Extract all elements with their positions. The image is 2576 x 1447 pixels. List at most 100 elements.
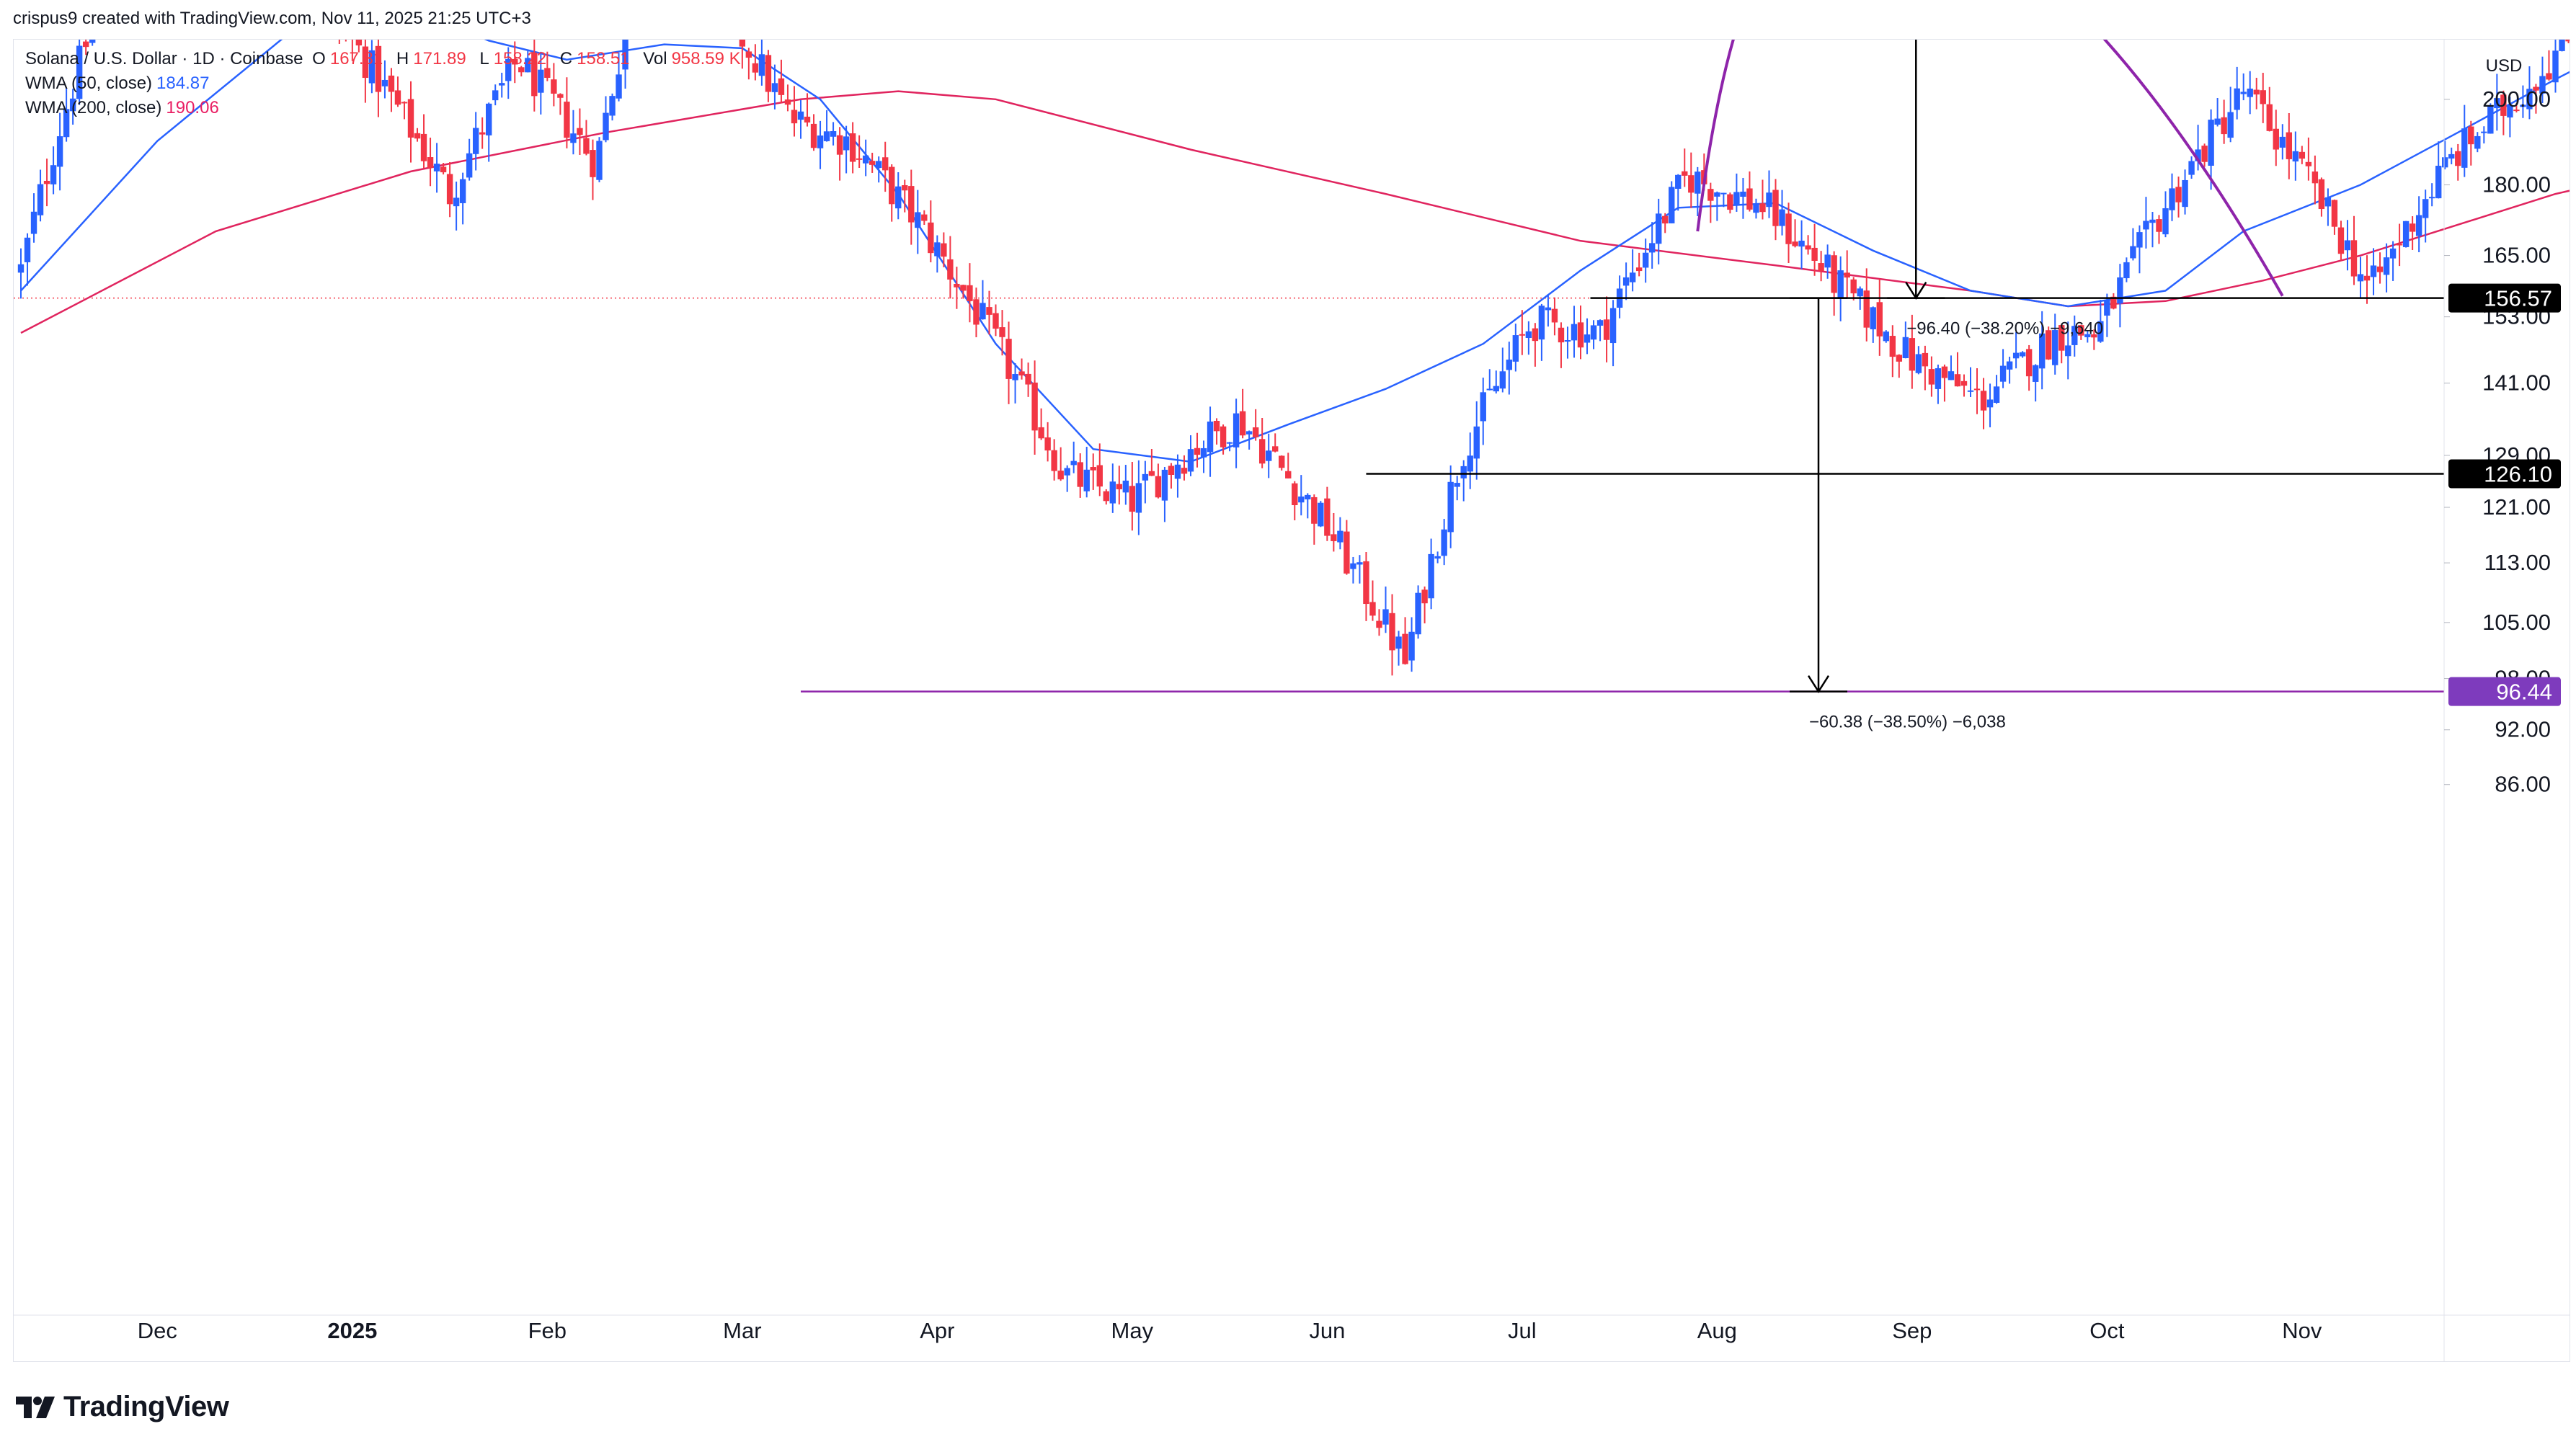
candle-body [2370, 265, 2377, 277]
candle-body [2507, 104, 2513, 117]
candle-body [1395, 636, 1402, 649]
candle-body [1012, 374, 1018, 380]
candle-body [1402, 633, 1408, 664]
measure-label: −60.38 (−38.50%) −6,038 [1809, 713, 2006, 732]
candle-body [1545, 307, 1552, 311]
candle-body [2357, 274, 2364, 282]
candle-body [538, 69, 544, 93]
candle-body [1590, 325, 1597, 340]
candle-body [1213, 421, 1220, 432]
time-axis: Dec 2025 Feb Mar Apr May Jun Jul Aug Sep Oct Nov [14, 1314, 2570, 1343]
candle-body [1135, 483, 1142, 513]
candle-body [459, 179, 466, 203]
price-chart[interactable]: −96.40 (−38.20%) −9,640 −60.38 (−38.50%) … [14, 40, 2570, 1361]
candle-body [1772, 190, 1779, 226]
ohlc-low: L 158.22 [479, 49, 547, 68]
x-tick-label: 2025 [327, 1318, 377, 1343]
candle-body [1688, 175, 1695, 193]
candle-body [1441, 529, 1447, 556]
candle-body [2136, 232, 2143, 248]
candle-body [401, 102, 408, 104]
wma50-legend[interactable]: WMA (50, close) 184.87 [25, 74, 210, 93]
candle-body [752, 63, 759, 73]
candle-body [2006, 361, 2013, 370]
candle-body [368, 50, 376, 84]
candle-body [1973, 388, 1981, 391]
candle-body [1415, 592, 1421, 635]
candle-body [1785, 213, 1792, 244]
candle-body [1148, 471, 1155, 476]
candle-body [1682, 171, 1688, 176]
candle-body [869, 161, 876, 165]
candle-body [2286, 132, 2293, 159]
candle-body [512, 58, 518, 65]
candle-body [1239, 411, 1246, 436]
candle-body [466, 153, 473, 178]
candle-body [1656, 213, 1662, 244]
candle-body [596, 141, 603, 180]
candle-body [2097, 321, 2104, 342]
candle-body [810, 123, 817, 148]
candle-body [1999, 365, 2007, 382]
candle-body [2533, 86, 2539, 91]
candle-body [823, 131, 830, 141]
candle-body [1857, 288, 1863, 297]
candle-body [745, 51, 752, 58]
candle-body [1168, 466, 1175, 475]
candle-body [830, 131, 837, 137]
chart-frame[interactable]: −96.40 (−38.20%) −9,640 −60.38 (−38.50%) … [13, 39, 2570, 1362]
x-tick-label: Jul [1508, 1318, 1537, 1343]
candle-body [486, 103, 492, 135]
candle-body [2071, 326, 2078, 345]
candle-body [1720, 192, 1727, 195]
candle-body [1467, 455, 1473, 472]
candle-body [1473, 426, 1480, 459]
candle-body [2376, 266, 2384, 272]
candle-body [1324, 498, 1331, 536]
candle-body [1558, 327, 1565, 343]
candle-body [577, 128, 583, 135]
candle-body [2565, 40, 2570, 42]
candle-body [2052, 330, 2058, 365]
candle-body [1428, 553, 1434, 599]
candle-body [2305, 161, 2312, 166]
candle-body [2344, 240, 2351, 251]
symbol-legend[interactable]: Solana / U.S. Dollar · 1D · Coinbase O 16… [25, 48, 750, 70]
candle-body [2266, 104, 2273, 131]
wma200-legend[interactable]: WMA (200, close) 190.06 [25, 98, 219, 117]
candle-body [1070, 460, 1077, 466]
y-tick-label: 92.00 [2495, 717, 2551, 742]
candle-body [583, 138, 590, 154]
y-tick-label: 200.00 [2482, 86, 2551, 112]
candle-body [1200, 448, 1207, 458]
candle-body [1207, 422, 1214, 453]
candle-body [2175, 187, 2182, 202]
candle-body [603, 112, 609, 141]
candle-body [889, 166, 895, 205]
candle-body [902, 184, 908, 191]
volume: Vol 958.59 K [643, 49, 741, 68]
candle-body [739, 40, 746, 47]
candle-body [2526, 89, 2533, 110]
candle-body [1714, 192, 1720, 197]
candle-body [1486, 388, 1493, 391]
candle-body [2123, 262, 2130, 279]
candle-body [544, 68, 551, 78]
candle-body [778, 78, 785, 95]
candle-body [2156, 219, 2162, 232]
candle-body [89, 40, 96, 43]
x-tick-label: Mar [723, 1318, 761, 1343]
candle-body [2182, 179, 2188, 208]
candle-body [765, 55, 772, 92]
candle-body [1538, 306, 1545, 340]
candle-body [882, 157, 889, 171]
tradingview-logo[interactable]: TradingView [16, 1391, 229, 1423]
candle-body [1883, 331, 1889, 342]
candle-body [2279, 136, 2286, 148]
candle-body [1421, 589, 1428, 604]
candle-body [2455, 151, 2461, 166]
candle-body [1454, 483, 1460, 487]
candle-body [934, 242, 941, 257]
candle-body [758, 54, 765, 76]
candle-body [570, 133, 577, 143]
